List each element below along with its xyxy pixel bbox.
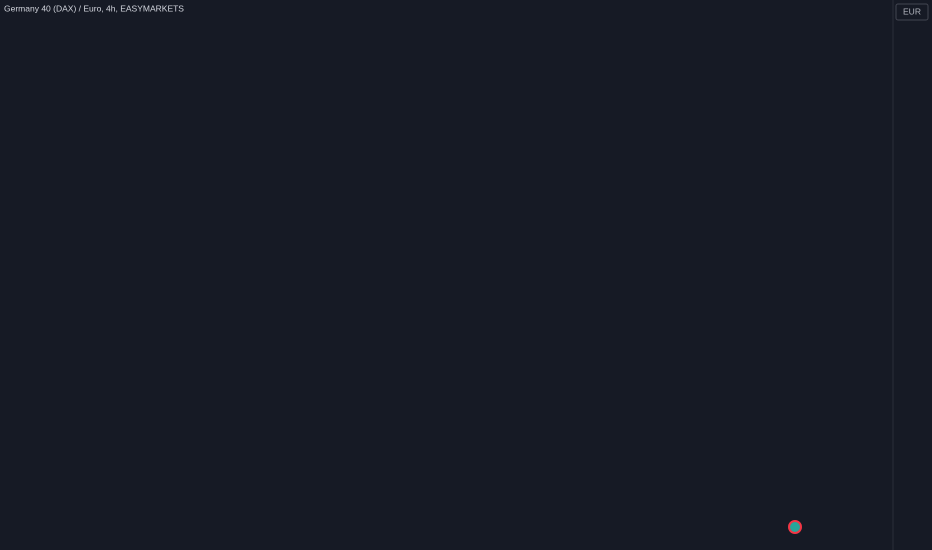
indicator-icon[interactable]	[788, 520, 802, 534]
currency-box[interactable]	[895, 3, 929, 21]
price-axis	[893, 0, 932, 550]
chart-title: Germany 40 (DAX) / Euro, 4h, EASYMARKETS	[4, 3, 184, 13]
currency: EUR	[903, 6, 921, 16]
